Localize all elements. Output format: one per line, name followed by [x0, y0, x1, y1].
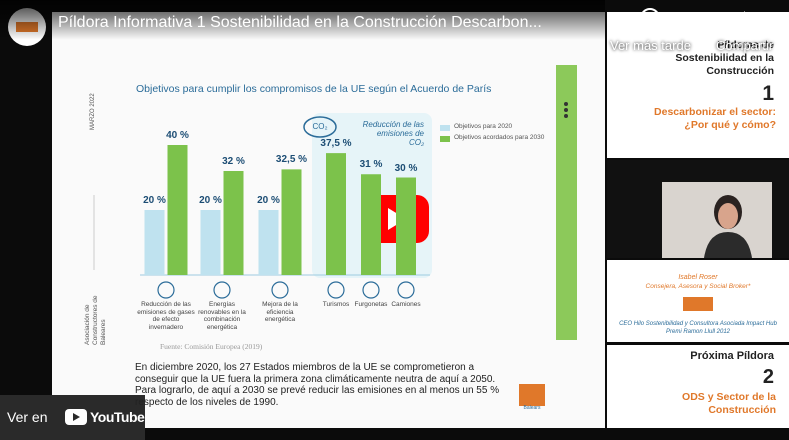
- bar: [258, 210, 279, 275]
- org-logo: [519, 384, 545, 406]
- next-label: Próxima Píldora: [690, 350, 774, 362]
- speaker: Isabel Roser: [678, 274, 718, 281]
- video-title[interactable]: Píldora Informativa 1 Sostenibilidad en …: [58, 14, 542, 31]
- legend-swatch: [440, 125, 450, 131]
- speaker-bio: Premi Ramon Llull 2012: [665, 329, 731, 335]
- bar: [223, 171, 244, 275]
- co2-label: CO₂: [312, 122, 328, 131]
- category-icon: [157, 281, 175, 299]
- logo-text: Balears: [523, 405, 541, 411]
- bar: [144, 210, 165, 275]
- watch-on-bg[interactable]: [0, 395, 52, 440]
- person-body: [704, 232, 752, 258]
- value-label: 37,5 %: [320, 138, 352, 150]
- category-label: Reducción de las emisiones de gases de e…: [137, 301, 195, 331]
- clock-hands: [649, 13, 654, 19]
- value-label: 32,5 %: [275, 154, 308, 166]
- legend-swatch: [440, 136, 450, 142]
- bar: [281, 169, 302, 275]
- sidebar-logo: [683, 297, 713, 311]
- category-icon: [362, 281, 380, 299]
- sidebar-card: [607, 12, 789, 158]
- speaker-bio: CEO Hilo Sostenibilidad y Consultora Aso…: [619, 321, 777, 327]
- watch-later[interactable]: Ver más tarde: [610, 38, 691, 53]
- category-icon: [327, 281, 345, 299]
- youtube-label[interactable]: YouTube: [90, 409, 145, 425]
- value-label: 40 %: [166, 130, 189, 141]
- share-icon[interactable]: [732, 11, 751, 26]
- episode-number: 1: [762, 82, 774, 105]
- person-face: [718, 203, 738, 229]
- slide-org: Asociación de Constructores de Baleares: [84, 295, 107, 346]
- sidebar-card: [607, 345, 789, 428]
- speaker-role: Consejera, Asesora y Social Broker*: [645, 283, 751, 290]
- annotation: Reducción de las emisiones de CO₂: [362, 120, 424, 147]
- share[interactable]: Compartir: [716, 38, 774, 53]
- bar: [326, 153, 346, 275]
- bar: [167, 145, 188, 275]
- category-label: Turismos: [322, 301, 350, 308]
- category-icon: [397, 281, 415, 299]
- category-label: Furgonetas: [354, 301, 388, 308]
- category-label: Camiones: [391, 301, 421, 308]
- next-topic: ODS y Sector de la Construcción: [682, 391, 776, 416]
- bar: [396, 177, 416, 275]
- bar: [200, 210, 221, 275]
- watch-on[interactable]: Ver en: [7, 409, 48, 425]
- category-label: Energías renovables en la combinación en…: [198, 301, 246, 331]
- legend-label: Objetivos para 2020: [454, 123, 513, 130]
- legend-label: Objetivos acordados para 2030: [454, 134, 545, 141]
- menu-dot: [564, 114, 568, 118]
- next-number: 2: [762, 366, 774, 388]
- chart-title: Objetivos para cumplir los compromisos d…: [136, 83, 492, 95]
- slide-date: MARZO 2022: [90, 93, 96, 130]
- value-label: 30 %: [394, 162, 418, 174]
- co2-cloud: [303, 116, 337, 138]
- episode-topic: Descarbonizar el sector: ¿Por qué y cómo…: [654, 106, 776, 131]
- value-label: 32 %: [222, 156, 245, 167]
- category-label: Mejora de la eficiencia energética: [262, 301, 298, 323]
- paragraph: En diciembre 2020, los 27 Estados miembr…: [135, 362, 500, 408]
- value-label: 31 %: [359, 159, 383, 171]
- menu-dot: [564, 102, 568, 106]
- category-icon: [271, 281, 289, 299]
- menu-dot: [564, 108, 568, 112]
- series-title: Píldoras de Sostenibilidad en la Constru…: [675, 39, 774, 77]
- source: Fuente: Comisión Europea (2019): [160, 342, 263, 351]
- category-icon: [213, 281, 231, 299]
- value-label: 20 %: [199, 195, 222, 206]
- youtube-logo-play: [73, 413, 80, 421]
- clock-icon[interactable]: [640, 8, 660, 28]
- value-label: 20 %: [257, 195, 280, 206]
- bar: [361, 174, 381, 275]
- title-gradient: [0, 0, 605, 40]
- value-label: 20 %: [143, 195, 166, 206]
- green-strip: [556, 65, 577, 340]
